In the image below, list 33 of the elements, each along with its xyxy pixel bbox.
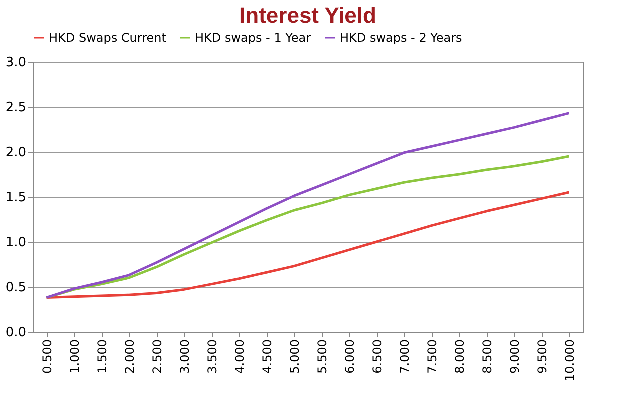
x-tick-label: 4.500 — [260, 340, 274, 374]
x-tick-label: 10.000 — [562, 340, 577, 382]
x-tick-label: 6.000 — [342, 340, 357, 374]
x-tick-label: 9.500 — [535, 340, 550, 374]
x-tick-label: 0.500 — [40, 340, 54, 374]
x-tick-label: 2.500 — [150, 340, 164, 374]
line-series — [46, 191, 570, 300]
x-tick-label: 5.500 — [315, 340, 330, 374]
x-tick-label: 4.000 — [232, 340, 247, 374]
x-tick-label: 3.500 — [205, 340, 220, 374]
y-tick-label: 1.0 — [6, 236, 26, 250]
y-tick-label: 2.5 — [6, 100, 26, 116]
legend-label: HKD swaps - 1 Year — [195, 31, 312, 45]
line-series — [46, 112, 570, 300]
x-tick-label: 2.000 — [122, 340, 137, 374]
legend-label: HKD Swaps Current — [49, 31, 167, 45]
x-tick-label: 8.000 — [452, 340, 467, 374]
x-tick-label: 7.000 — [398, 340, 412, 374]
x-tick-label: 6.500 — [370, 340, 384, 374]
x-tick-label: 1.000 — [68, 340, 82, 374]
y-tick-label: 0.0 — [6, 326, 26, 340]
y-tick-label: 2.0 — [6, 146, 26, 160]
y-tick-label: 0.5 — [6, 280, 26, 296]
chart-title: Interest Yield — [240, 3, 376, 28]
y-tick-label: 1.5 — [6, 190, 26, 206]
x-tick-label: 8.500 — [480, 340, 494, 374]
x-tick-label: 3.000 — [178, 340, 192, 374]
x-tick-label: 1.500 — [95, 340, 110, 374]
x-tick-label: 5.000 — [288, 340, 302, 374]
y-tick-label: 3.0 — [6, 56, 26, 70]
x-tick-label: 7.500 — [425, 340, 440, 374]
x-tick-label: 9.000 — [508, 340, 522, 374]
legend-label: HKD swaps - 2 Years — [340, 31, 462, 45]
